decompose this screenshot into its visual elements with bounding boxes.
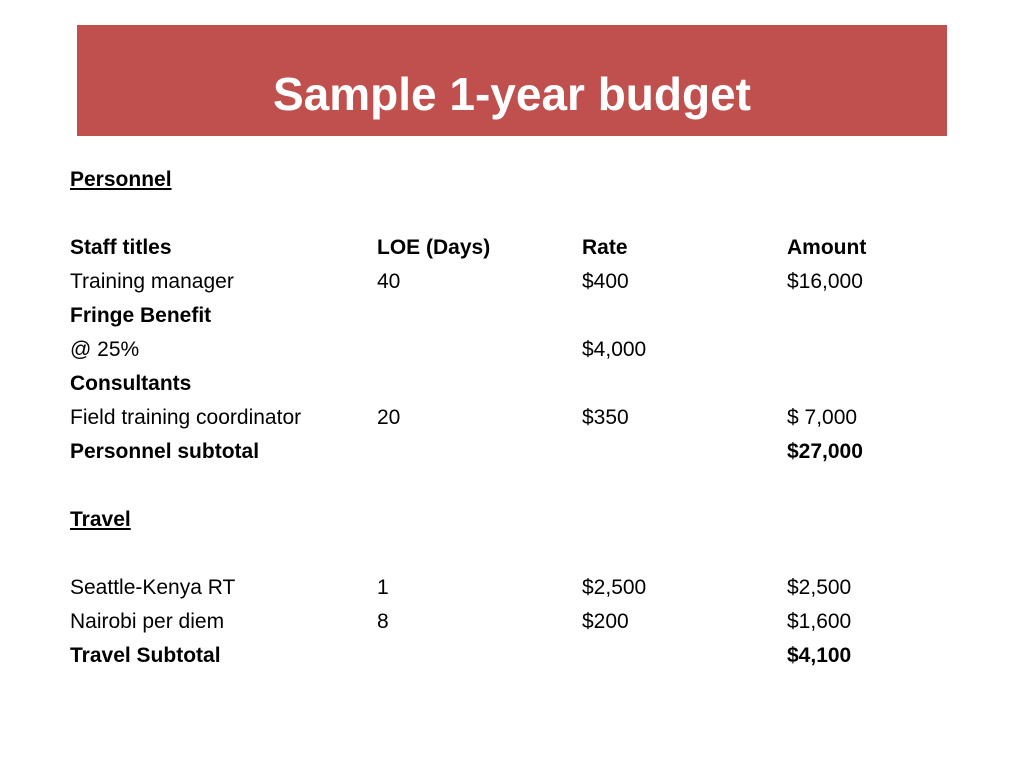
personnel-subtotal-amount: $27,000	[787, 440, 863, 463]
table-row: @ 25% $4,000	[70, 333, 970, 367]
budget-content: Personnel Staff titles LOE (Days) Rate A…	[70, 163, 970, 673]
title-banner: Sample 1-year budget	[77, 25, 947, 136]
row-loe: 8	[377, 610, 389, 633]
fringe-benefit-label: Fringe Benefit	[70, 304, 212, 327]
slide-title: Sample 1-year budget	[272, 68, 752, 120]
consultants-label-row: Consultants	[70, 367, 970, 401]
consultants-label: Consultants	[70, 372, 192, 395]
row-amount: $2,500	[787, 576, 852, 599]
travel-subtotal-label: Travel Subtotal	[70, 644, 221, 667]
row-label: Field training coordinator	[70, 406, 302, 429]
col-header-staff-titles: Staff titles	[70, 236, 172, 259]
travel-subtotal-amount: $4,100	[787, 644, 852, 667]
row-amount: $16,000	[787, 270, 863, 293]
row-loe: 1	[377, 576, 389, 599]
row-amount: $1,600	[787, 610, 852, 633]
row-loe: 40	[377, 270, 401, 293]
col-header-rate: Rate	[582, 236, 628, 259]
row-rate: $400	[582, 270, 629, 293]
spacer-row	[70, 537, 970, 571]
row-rate: $4,000	[582, 338, 647, 361]
travel-heading: Travel	[70, 508, 131, 531]
row-rate: $200	[582, 610, 629, 633]
travel-subtotal-row: Travel Subtotal $4,100	[70, 639, 970, 673]
travel-heading-row: Travel	[70, 503, 970, 537]
table-row: Nairobi per diem 8 $200 $1,600	[70, 605, 970, 639]
col-header-amount: Amount	[787, 236, 867, 259]
table-row: Field training coordinator 20 $350 $ 7,0…	[70, 401, 970, 435]
col-header-loe: LOE (Days)	[377, 236, 491, 259]
column-header-row: Staff titles LOE (Days) Rate Amount	[70, 231, 970, 265]
row-label: Training manager	[70, 270, 234, 293]
spacer-row	[70, 197, 970, 231]
row-label: Seattle-Kenya RT	[70, 576, 236, 599]
row-rate: $350	[582, 406, 629, 429]
row-label: @ 25%	[70, 338, 140, 361]
personnel-subtotal-label: Personnel subtotal	[70, 440, 260, 463]
row-amount: $ 7,000	[787, 406, 858, 429]
personnel-heading-row: Personnel	[70, 163, 970, 197]
spacer-row	[70, 469, 970, 503]
table-row: Seattle-Kenya RT 1 $2,500 $2,500	[70, 571, 970, 605]
row-label: Nairobi per diem	[70, 610, 225, 633]
personnel-heading: Personnel	[70, 168, 172, 191]
fringe-label-row: Fringe Benefit	[70, 299, 970, 333]
table-row: Training manager 40 $400 $16,000	[70, 265, 970, 299]
row-rate: $2,500	[582, 576, 647, 599]
personnel-subtotal-row: Personnel subtotal $27,000	[70, 435, 970, 469]
row-loe: 20	[377, 406, 401, 429]
